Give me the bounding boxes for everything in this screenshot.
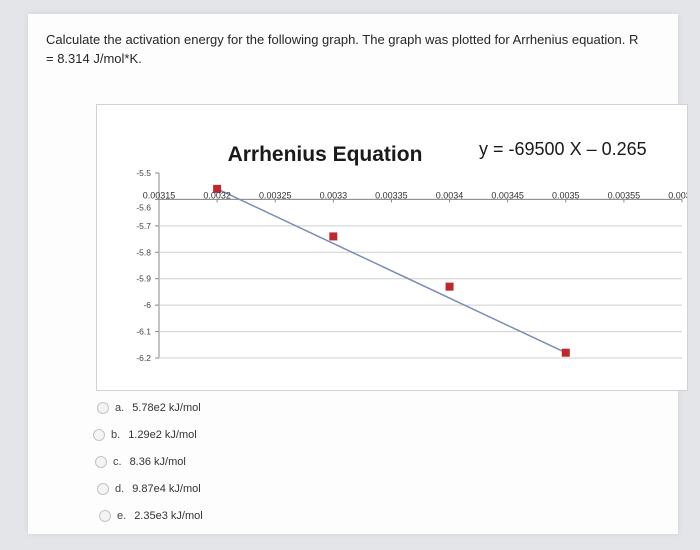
option-letter: e. (117, 510, 127, 522)
x-tick-label: 0.00355 (608, 190, 641, 200)
option-c[interactable]: c. 8.36 kJ/mol (95, 456, 186, 468)
y-tick-label: -6 (143, 300, 151, 310)
option-label: 5.78e2 kJ/mol (132, 402, 201, 414)
trendline (216, 188, 567, 354)
option-letter: c. (113, 456, 122, 468)
option-a[interactable]: a. 5.78e2 kJ/mol (97, 402, 201, 414)
y-tick-label: -6.2 (136, 353, 151, 363)
option-label: 1.29e2 kJ/mol (128, 429, 197, 441)
y-tick-label: -5.9 (136, 274, 151, 284)
x-tick-label: 0.0035 (552, 190, 580, 200)
y-tick-label: -6.1 (136, 327, 151, 337)
option-b[interactable]: b. 1.29e2 kJ/mol (93, 429, 197, 441)
x-tick-label: 0.00345 (491, 190, 524, 200)
chart-title: Arrhenius Equation (228, 143, 423, 166)
radio-button[interactable] (97, 402, 109, 414)
y-tick-label: -5.5 (136, 168, 151, 178)
option-label: 9.87e4 kJ/mol (132, 483, 201, 495)
question-sheet: Calculate the activation energy for the … (28, 14, 688, 534)
data-point (445, 282, 454, 291)
option-label: 2.35e3 kJ/mol (134, 510, 203, 522)
x-tick-label: 0.0032 (203, 190, 231, 200)
y-tick-label: -5.8 (136, 247, 151, 257)
x-tick-label: 0.0036 (668, 190, 687, 200)
option-label: 8.36 kJ/mol (129, 456, 186, 468)
x-tick-label: 0.00315 (143, 190, 176, 200)
x-tick-label: 0.0034 (436, 190, 464, 200)
radio-button[interactable] (93, 429, 105, 441)
option-letter: d. (115, 483, 125, 495)
arrhenius-chart: Arrhenius Equation y = -69500 X – 0.265 … (96, 104, 688, 391)
option-letter: a. (115, 402, 125, 414)
radio-button[interactable] (95, 456, 107, 468)
data-point (329, 232, 338, 241)
radio-button[interactable] (97, 483, 109, 495)
question-text: Calculate the activation energy for the … (46, 32, 639, 66)
chart-equation: y = -69500 X – 0.265 (479, 139, 647, 159)
x-tick-label: 0.0033 (320, 190, 348, 200)
option-e[interactable]: e. 2.35e3 kJ/mol (99, 510, 203, 522)
data-point (561, 348, 570, 357)
x-tick-label: 0.00335 (375, 190, 408, 200)
y-tick-label: -5.6 (136, 202, 151, 212)
radio-button[interactable] (99, 510, 111, 522)
option-letter: b. (111, 429, 121, 441)
chart-canvas: Arrhenius Equation y = -69500 X – 0.265 … (136, 139, 687, 363)
y-tick-label: -5.7 (136, 221, 151, 231)
data-point (213, 184, 222, 193)
option-d[interactable]: d. 9.87e4 kJ/mol (97, 483, 201, 495)
x-tick-label: 0.00325 (259, 190, 292, 200)
